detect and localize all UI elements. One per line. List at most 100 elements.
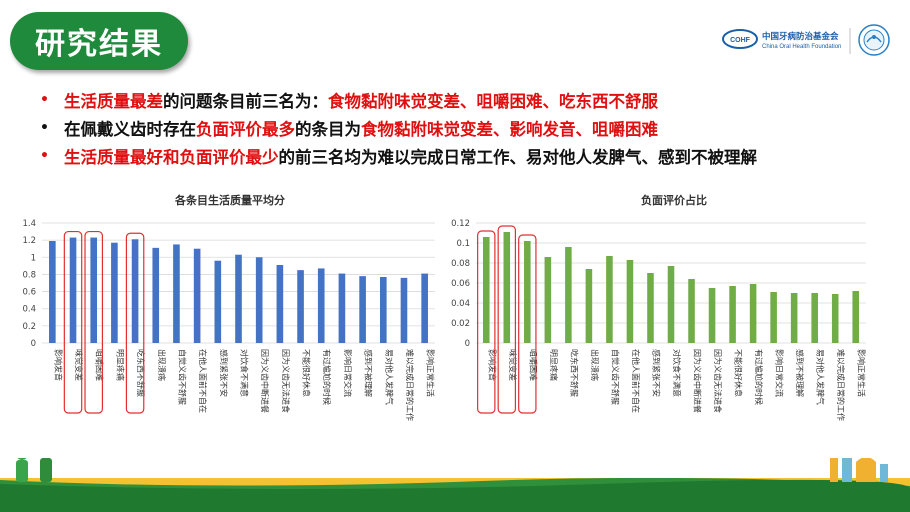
y-tick-label: 0.4 [22, 305, 36, 315]
x-tick-label: 易对他人发脾气 [816, 349, 826, 405]
bar [193, 248, 201, 343]
x-tick-label: 因为义齿中断进餐 [260, 349, 270, 413]
bar [606, 256, 613, 343]
logo-group: COHF 中国牙病防治基金会 China Oral Health Foundat… [722, 24, 890, 56]
x-tick-label: 影响发音 [487, 349, 497, 381]
x-tick-label: 易对他人发脾气 [384, 349, 394, 405]
x-tick-label: 对饮食不满意 [240, 349, 250, 397]
bar [276, 265, 284, 343]
finding-text: 在佩戴义齿时存在 [64, 120, 196, 139]
x-tick-label: 明显疼痛 [549, 349, 559, 381]
bar [811, 293, 818, 343]
x-tick-label: 影响正常生活 [857, 349, 867, 397]
x-tick-label: 咀嚼困难 [528, 349, 538, 381]
foundation-logo-icon: COHF [722, 29, 758, 49]
bullet-dot: • [40, 92, 49, 108]
x-tick-label: 咀嚼困难 [95, 349, 105, 381]
bar [585, 269, 593, 343]
x-tick-label: 有过尴尬的时候 [754, 349, 764, 405]
x-tick-label: 影响日常交流 [343, 349, 353, 397]
x-tick-label: 难以完成日常的工作 [836, 349, 846, 421]
y-tick-label: 1.4 [22, 219, 36, 229]
bar [317, 268, 325, 343]
bar [111, 242, 118, 343]
association-seal-icon [858, 24, 890, 56]
bar [482, 237, 490, 343]
x-tick-label: 自觉义齿不舒服 [177, 349, 187, 405]
chart-title: 各条目生活质量平均分 [174, 193, 285, 207]
bar [400, 277, 408, 343]
x-tick-label: 对饮食不满意 [672, 349, 682, 397]
finding-text: 的条目为 [295, 120, 361, 139]
x-tick-label: 难以完成日常的工作 [405, 349, 415, 421]
highlight-box [477, 230, 496, 414]
x-tick-label: 出现溃疡 [157, 349, 167, 381]
page-title-banner: 研究结果 [10, 12, 188, 70]
x-tick-label: 感到紧张不安 [651, 349, 661, 397]
x-tick-label: 影响正常生活 [426, 349, 436, 397]
x-tick-label: 感到紧张不安 [219, 349, 229, 397]
y-tick-label: 0.8 [22, 270, 36, 280]
bar [626, 260, 634, 343]
y-tick-label: 0.04 [451, 299, 470, 309]
finding-item-1: • 生活质量最差 的问题条目前三名为： 食物黏附味觉变差、咀嚼困难、吃东西不舒服 [40, 86, 900, 114]
bar [708, 288, 716, 343]
bar [667, 266, 675, 343]
logo-en-text: China Oral Health Foundation [762, 44, 841, 50]
highlight-box [497, 225, 517, 414]
bar [235, 254, 242, 343]
finding-text: 负面评价最多 [196, 120, 295, 139]
finding-text: 生活质量最差 [64, 92, 163, 111]
highlight-box [125, 232, 145, 414]
y-tick-label: 0.12 [451, 219, 470, 229]
x-tick-label: 出现溃疡 [590, 349, 600, 381]
y-tick-label: 0.08 [451, 259, 470, 269]
bar [729, 286, 736, 343]
bar [297, 270, 304, 343]
x-tick-label: 有过尴尬的时候 [322, 349, 332, 405]
bar [255, 257, 263, 343]
bar [647, 273, 654, 343]
y-tick-label: 0.6 [22, 288, 36, 298]
bar [421, 273, 428, 343]
y-tick-label: 0 [465, 339, 470, 349]
x-tick-label: 影响发音 [53, 349, 63, 381]
bar [688, 279, 695, 343]
chart-title: 负面评价占比 [641, 193, 707, 207]
finding-text: 食物黏附味觉变差、影响发音、咀嚼困难 [361, 120, 658, 139]
bar [544, 257, 552, 343]
decorative-bottom-band [0, 458, 910, 512]
bar [214, 260, 222, 343]
x-tick-label: 味觉变差 [74, 349, 84, 381]
x-tick-label: 在他人面前不自在 [631, 349, 641, 413]
x-tick-label: 感到不被理解 [795, 349, 805, 397]
y-tick-label: 0.1 [456, 239, 470, 249]
city-skyline-illustration-icon [830, 458, 888, 482]
x-tick-label: 因为义齿中断进餐 [693, 349, 703, 413]
page-title: 研究结果 [35, 27, 163, 62]
finding-text: 食物黏附味觉变差、咀嚼困难、吃东西不舒服 [328, 92, 658, 111]
logo-cn-text: 中国牙病防治基金会 [762, 31, 839, 42]
x-tick-label: 影响日常交流 [775, 349, 785, 397]
bar [852, 291, 860, 343]
x-tick-label: 味觉变差 [508, 349, 518, 381]
bullet-dot: • [40, 148, 49, 164]
y-tick-label: 0.02 [451, 319, 470, 329]
bar [503, 232, 511, 343]
bar [90, 237, 98, 343]
bar [749, 284, 757, 343]
bar [770, 292, 777, 343]
bar [49, 241, 56, 343]
logo-badge-text: COHF [730, 37, 751, 44]
y-tick-label: 1 [31, 253, 36, 263]
findings-list: • 生活质量最差 的问题条目前三名为： 食物黏附味觉变差、咀嚼困难、吃东西不舒服 •… [40, 86, 900, 170]
negative-rate-chart: 负面评价占比 0 0.02 0.04 0.06 0.08 0.1 0.12 影响发音 味觉变差 咀嚼… [451, 193, 867, 421]
finding-text: 生活质量最好和负面评价最少 [64, 148, 279, 167]
bullet-dot: • [40, 120, 49, 136]
highlight-box [84, 230, 103, 414]
bar [131, 239, 139, 343]
bar [359, 276, 366, 343]
y-tick-label: 0.06 [451, 279, 470, 289]
y-tick-label: 0.2 [22, 322, 36, 332]
x-tick-label: 因为义齿无法进食 [713, 349, 723, 413]
